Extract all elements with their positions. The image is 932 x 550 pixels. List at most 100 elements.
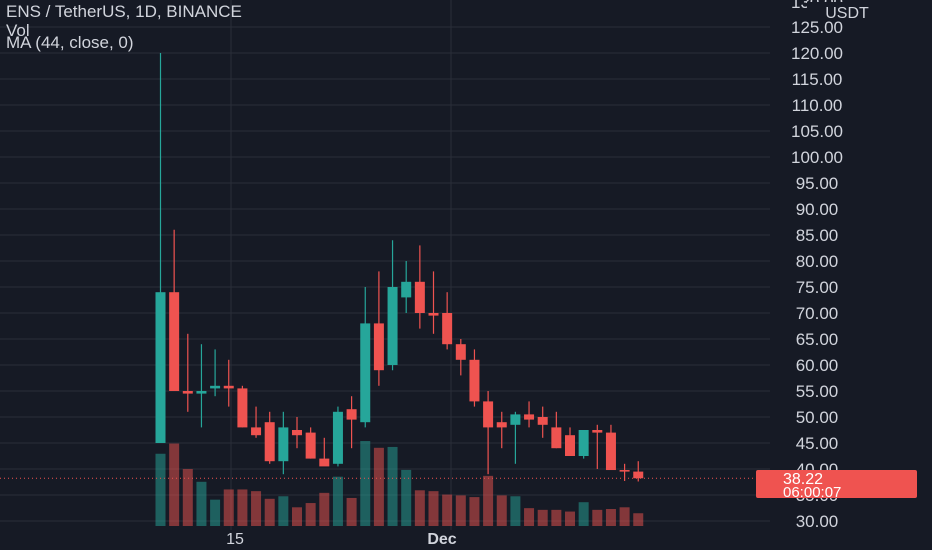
candle-body[interactable] <box>360 323 371 423</box>
volume-bar <box>442 494 453 526</box>
volume-bar <box>524 508 535 526</box>
candle-body[interactable] <box>551 427 562 449</box>
price-axis-unit: USDT <box>825 5 869 22</box>
volume-bar <box>305 503 316 526</box>
y-tick-label: 55.00 <box>796 382 839 401</box>
y-tick-label: 75.00 <box>796 278 839 297</box>
candle-body[interactable] <box>305 432 316 459</box>
current-price-box <box>756 470 917 498</box>
candle-body[interactable] <box>633 471 644 479</box>
candle-body[interactable] <box>169 292 180 391</box>
candle-body[interactable] <box>387 287 398 365</box>
current-price-countdown: 06:00:07 <box>783 484 841 501</box>
volume-bar <box>223 489 234 526</box>
candles <box>155 53 644 482</box>
volume-bar <box>251 491 262 526</box>
volume-bar <box>210 499 221 526</box>
time-axis[interactable]: 15 Dec <box>226 531 457 548</box>
candle-body[interactable] <box>155 292 166 443</box>
ma-legend[interactable]: MA (44, close, 0) <box>6 33 134 52</box>
volume-bar <box>592 509 603 526</box>
candle-body[interactable] <box>346 409 357 420</box>
volume-bar <box>169 443 180 526</box>
candle-body[interactable] <box>524 414 535 420</box>
candle-body[interactable] <box>264 422 275 462</box>
volume-bars <box>155 441 644 526</box>
candle-body[interactable] <box>401 281 412 298</box>
volume-legend[interactable]: Vol <box>6 21 30 40</box>
candle-body[interactable] <box>537 417 548 425</box>
volume-bar <box>360 441 371 526</box>
candle-body[interactable] <box>182 391 193 394</box>
volume-bar <box>565 511 575 526</box>
candle-body[interactable] <box>223 385 234 389</box>
volume-bar <box>182 469 193 526</box>
volume-bar <box>196 481 207 526</box>
candle-body[interactable] <box>237 388 248 428</box>
candle-body[interactable] <box>605 432 616 471</box>
y-tick-label: 60.00 <box>796 356 839 375</box>
candle-body[interactable] <box>442 313 453 345</box>
y-tick-label: 125.00 <box>791 18 843 37</box>
unit-label-box <box>807 2 888 22</box>
candle-body[interactable] <box>332 411 343 464</box>
volume-bar <box>401 469 412 526</box>
candle-body[interactable] <box>210 385 221 389</box>
candle-body[interactable] <box>510 414 521 425</box>
volume-bar <box>278 496 289 526</box>
y-tick-label: 80.00 <box>796 252 839 271</box>
volume-bar <box>483 475 494 526</box>
volume-bar <box>155 453 166 526</box>
candle-body[interactable] <box>619 470 630 472</box>
volume-bar <box>387 446 398 526</box>
candle-body[interactable] <box>428 313 439 316</box>
y-tick-label: 90.00 <box>796 200 839 219</box>
price-axis[interactable]: 130.00 USDT 125.00120.00115.00110.00105.… <box>791 0 888 531</box>
volume-bar <box>264 498 275 526</box>
candle-body[interactable] <box>565 435 575 456</box>
volume-bar <box>237 489 248 526</box>
volume-bar <box>292 507 302 526</box>
candle-body[interactable] <box>278 427 289 462</box>
candle-body[interactable] <box>251 427 262 436</box>
y-tick-label: 105.00 <box>791 122 843 141</box>
candle-body[interactable] <box>414 281 425 313</box>
y-tick-label: 120.00 <box>791 44 843 63</box>
volume-bar <box>605 509 616 526</box>
candle-body[interactable] <box>578 430 589 456</box>
current-price-label: 38.22 06:00:07 <box>756 470 917 501</box>
y-tick-label: 50.00 <box>796 408 839 427</box>
candle-body[interactable] <box>196 391 207 394</box>
candle-body[interactable] <box>319 458 330 467</box>
volume-bar <box>578 502 589 526</box>
volume-bar <box>455 495 466 526</box>
candle-body[interactable] <box>292 430 302 436</box>
volume-bar <box>496 495 507 526</box>
y-tick-label: 100.00 <box>791 148 843 167</box>
y-tick-label: 30.00 <box>796 512 839 531</box>
volume-bar <box>319 492 330 526</box>
candle-body[interactable] <box>483 401 494 428</box>
volume-bar <box>428 491 439 526</box>
candle-body[interactable] <box>592 430 603 433</box>
volume-bar <box>373 447 384 526</box>
candle-body[interactable] <box>469 359 480 402</box>
x-tick-dec: Dec <box>427 531 456 548</box>
y-tick-label: 65.00 <box>796 330 839 349</box>
y-tick-label: 45.00 <box>796 434 839 453</box>
symbol-title[interactable]: ENS / TetherUS, 1D, BINANCE <box>6 2 242 21</box>
candle-body[interactable] <box>373 323 384 371</box>
volume-bar <box>469 497 480 526</box>
volume-bar <box>346 497 357 526</box>
candle-body[interactable] <box>455 344 466 360</box>
x-tick-15: 15 <box>226 531 244 548</box>
volume-bar <box>633 513 644 526</box>
candle-body[interactable] <box>496 422 507 428</box>
volume-bar <box>510 496 521 526</box>
y-tick-label: 110.00 <box>792 96 843 115</box>
volume-bar <box>551 509 562 526</box>
volume-bar <box>619 507 630 526</box>
y-tick-label: 85.00 <box>796 226 839 245</box>
